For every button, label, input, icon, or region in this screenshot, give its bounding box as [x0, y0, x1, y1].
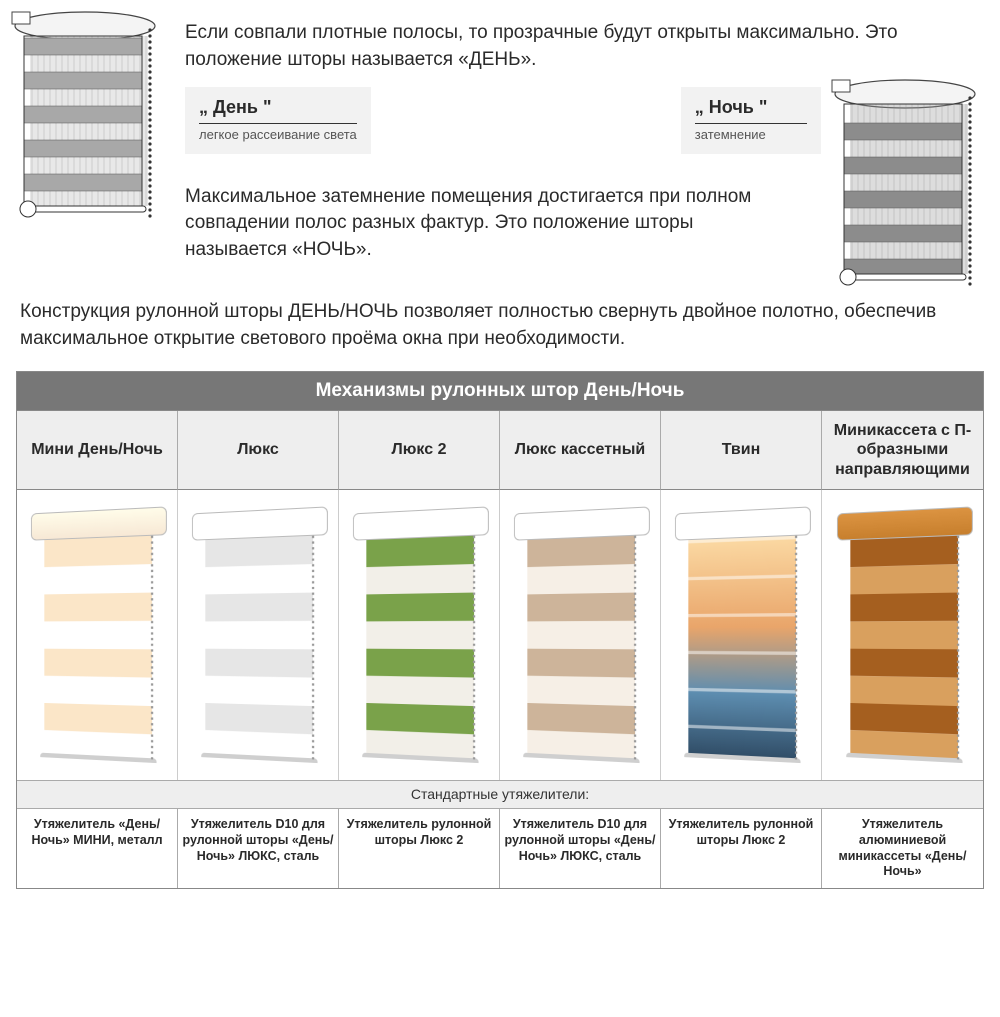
- table-col-header: Миникассета с П-образными направляющими: [822, 411, 983, 490]
- product-cell: [822, 490, 983, 780]
- table-col-header: Мини День/Ночь: [17, 411, 178, 490]
- paragraph-night: Максимальное затемнение помещения достиг…: [185, 184, 780, 264]
- mechanisms-table: Механизмы рулонных штор День/Ночь Мини Д…: [16, 371, 984, 889]
- table-footer-cell: Утяжелитель рулонной шторы Люкс 2: [339, 809, 500, 888]
- table-title: Механизмы рулонных штор День/Ночь: [17, 372, 983, 412]
- product-cell: [178, 490, 339, 780]
- product-cell: [17, 490, 178, 780]
- table-col-header: Люкс 2: [339, 411, 500, 490]
- label-day-title: „ День ": [199, 95, 357, 124]
- table-col-header: Люкс кассетный: [500, 411, 661, 490]
- label-night-sub: затемнение: [695, 127, 807, 143]
- label-box-night: „ Ночь " затемнение: [681, 87, 821, 153]
- table-footer-cell: Утяжелитель рулонной шторы Люкс 2: [661, 809, 822, 888]
- table-footer-cell: Утяжелитель «День/Ночь» МИНИ, металл: [17, 809, 178, 888]
- blind-diagram-night: [830, 78, 990, 308]
- product-cell: [500, 490, 661, 780]
- label-day-sub: легкое рассеивание света: [199, 127, 357, 143]
- table-footer-cell: Утяжелитель D10 для рулонной шторы «День…: [178, 809, 339, 888]
- product-cell: [661, 490, 822, 780]
- product-cell: [339, 490, 500, 780]
- table-footer-cell: Утяжелитель D10 для рулонной шторы «День…: [500, 809, 661, 888]
- paragraph-day: Если совпали плотные полосы, то прозрачн…: [185, 20, 960, 73]
- label-night-title: „ Ночь ": [695, 95, 807, 124]
- label-box-day: „ День " легкое рассеивание света: [185, 87, 371, 153]
- table-subheader: Стандартные утяжелители:: [17, 780, 983, 810]
- blind-diagram-day: [10, 10, 160, 230]
- table-col-header: Твин: [661, 411, 822, 490]
- table-col-header: Люкс: [178, 411, 339, 490]
- table-footer-cell: Утяжелитель алюминиевой миникассеты «Ден…: [822, 809, 983, 888]
